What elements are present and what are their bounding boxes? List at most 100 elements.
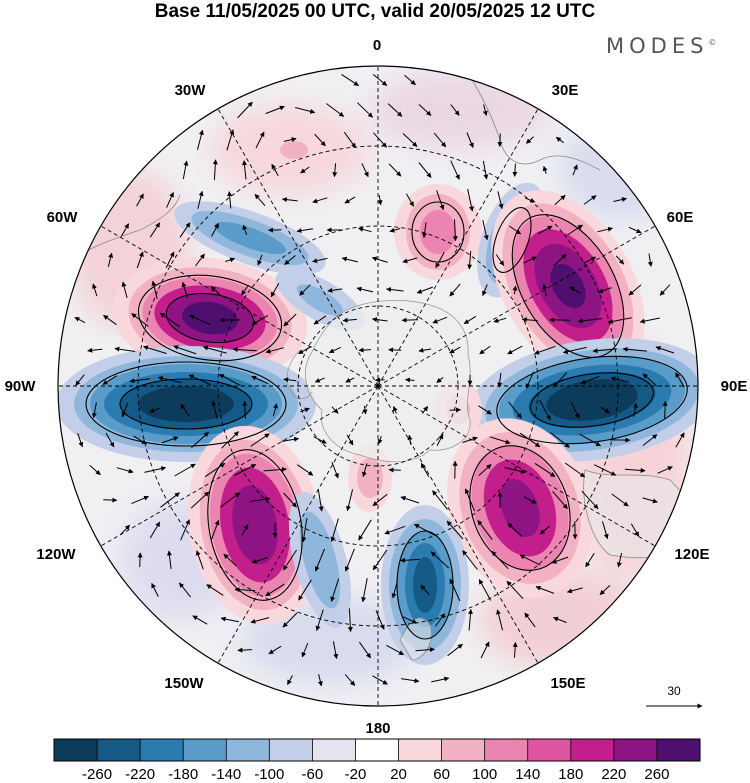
wind-vector <box>300 166 310 174</box>
lon-label-90w: 90W <box>5 378 37 395</box>
wind-vector <box>179 582 191 598</box>
wind-vector <box>519 554 541 566</box>
wind-vector <box>504 467 526 474</box>
wind-vector <box>161 436 179 444</box>
wind-vector <box>283 137 297 143</box>
wind-vector <box>197 190 204 209</box>
wind-vector <box>223 553 237 567</box>
positive-lobe-30w <box>254 128 334 172</box>
wind-vector <box>552 372 568 388</box>
meridian-line <box>377 225 656 387</box>
wind-vector <box>482 160 489 180</box>
wind-vector <box>265 583 285 597</box>
colorbar-tick-label: -180 <box>168 766 198 783</box>
wind-vector <box>137 552 143 568</box>
wind-vector <box>598 287 612 294</box>
wind-vector <box>642 434 658 446</box>
wind-vector <box>263 466 287 472</box>
wind-vector <box>447 643 463 657</box>
wind-vector <box>114 346 136 352</box>
wind-vector <box>143 345 167 354</box>
wind-vector <box>388 347 402 353</box>
wind-vector <box>312 257 328 264</box>
wind-vector <box>497 133 503 147</box>
wind-vector <box>131 313 149 327</box>
wind-vectors <box>74 73 685 687</box>
wind-vector <box>675 432 685 448</box>
wind-vector <box>387 103 403 117</box>
wind-vector <box>358 641 372 659</box>
colorbar-swatch <box>355 739 399 761</box>
wind-vector <box>160 492 180 508</box>
wind-vector <box>332 163 338 178</box>
wind-vector <box>405 193 415 207</box>
colorbar-swatch <box>441 739 485 761</box>
wind-vector <box>220 492 241 508</box>
wind-vector <box>362 405 368 415</box>
meridian-line <box>377 385 656 547</box>
wind-vector <box>585 552 595 568</box>
wind-vector <box>121 281 128 299</box>
wind-vector <box>372 74 388 86</box>
wind-vector <box>597 226 613 233</box>
wind-vector <box>407 434 413 445</box>
wind-vector <box>102 375 118 385</box>
wind-vector <box>221 431 239 449</box>
wind-vector <box>400 678 420 684</box>
wind-vector <box>361 578 368 603</box>
wind-vector <box>509 225 522 235</box>
wind-vector <box>287 675 293 686</box>
wind-vector <box>372 675 388 685</box>
colorbar-swatch <box>183 739 227 761</box>
wind-vector <box>628 226 642 234</box>
wind-vector <box>420 462 430 477</box>
lon-label-0: 0 <box>373 37 381 54</box>
wind-vector <box>296 464 314 476</box>
meridian-line <box>377 385 539 664</box>
wind-vector <box>89 464 101 476</box>
colorbar-tick-label: -20 <box>345 766 367 783</box>
wind-vector <box>482 284 488 297</box>
wind-vector <box>464 488 475 512</box>
wind-vector <box>326 103 345 117</box>
wind-vector <box>344 548 355 572</box>
wind-vector <box>436 377 444 383</box>
colorbar-tick-label: -100 <box>254 766 284 783</box>
wind-vector <box>77 433 84 448</box>
wind-vector <box>593 464 617 476</box>
wind-vector <box>496 609 504 631</box>
wind-vector <box>489 436 511 445</box>
colorbar-swatch <box>484 739 529 761</box>
wind-vector <box>159 312 181 328</box>
wind-vector <box>584 256 597 264</box>
wind-vector <box>133 435 147 445</box>
wind-vector <box>491 550 509 570</box>
wind-vector <box>105 432 115 448</box>
colorbar: -260 -220 -180 -140 -100 -60 -20 20 60 100 140 180 2… <box>53 738 701 783</box>
wind-vector <box>534 345 556 355</box>
wind-vector <box>403 616 418 624</box>
wind-vector <box>346 434 354 446</box>
wind-vector <box>313 436 327 444</box>
contour <box>469 445 571 571</box>
wind-vector <box>330 518 339 542</box>
wind-vector <box>537 225 553 235</box>
wind-vector <box>506 580 524 600</box>
wind-vector <box>92 283 98 297</box>
wind-vector <box>553 254 567 266</box>
wind-vector <box>361 163 369 178</box>
wind-vector <box>151 582 159 597</box>
wind-vector <box>226 129 235 151</box>
wind-vector <box>555 136 564 144</box>
wind-vector <box>347 608 353 633</box>
wind-vector <box>622 346 647 352</box>
wind-vector <box>401 317 418 323</box>
wind-vector <box>566 587 583 594</box>
contour <box>529 372 655 428</box>
wind-vector <box>436 190 445 211</box>
colorbar-tick-label: 100 <box>472 766 497 783</box>
wind-vector <box>241 524 249 536</box>
wind-vector <box>552 490 568 510</box>
wind-vector <box>542 165 548 174</box>
wind-vector <box>204 462 226 478</box>
